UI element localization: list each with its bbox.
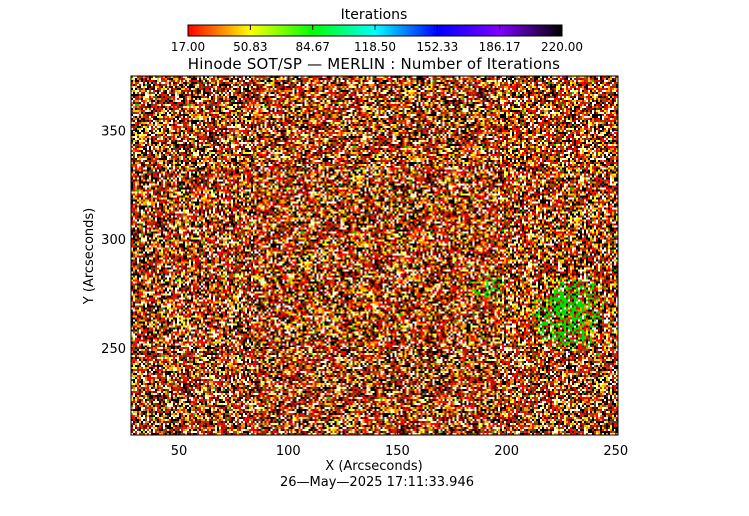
- colorbar-ticks: 17.00 50.83 84.67 118.50 152.33 186.17 220.00: [171, 25, 583, 54]
- chart-title: Hinode SOT/SP — MERLIN : Number of Itera…: [188, 55, 560, 73]
- colorbar-title: Iterations: [341, 7, 408, 23]
- x-tick-label: 200: [494, 444, 519, 459]
- colorbar-tick-label: 50.83: [233, 40, 267, 54]
- y-tick-label: 300: [101, 233, 126, 248]
- colorbar-tick-label: 84.67: [295, 40, 329, 54]
- plot-area: [131, 76, 618, 435]
- heatmap-image: [131, 76, 618, 435]
- y-axis-label: Y (Arcseconds): [82, 208, 97, 305]
- x-tick-label: 100: [276, 444, 301, 459]
- x-axis: 50 100 150 200 250: [171, 76, 628, 459]
- x-axis-label: X (Arcseconds): [325, 459, 422, 474]
- y-tick-label: 250: [101, 342, 126, 357]
- y-axis: 250 300 350: [101, 124, 618, 357]
- x-tick-label: 250: [603, 444, 628, 459]
- x-tick-label: 50: [171, 444, 188, 459]
- colorbar-tick-label: 220.00: [541, 40, 583, 54]
- timestamp: 26—May—2025 17:11:33.946: [280, 475, 474, 490]
- colorbar-tick-label: 118.50: [354, 40, 396, 54]
- colorbar-tick-label: 17.00: [171, 40, 205, 54]
- plot-frame: [130, 75, 619, 436]
- colorbar-tick-label: 186.17: [479, 40, 521, 54]
- x-tick-label: 150: [385, 444, 410, 459]
- colorbar-tick-label: 152.33: [416, 40, 458, 54]
- y-tick-label: 350: [101, 124, 126, 139]
